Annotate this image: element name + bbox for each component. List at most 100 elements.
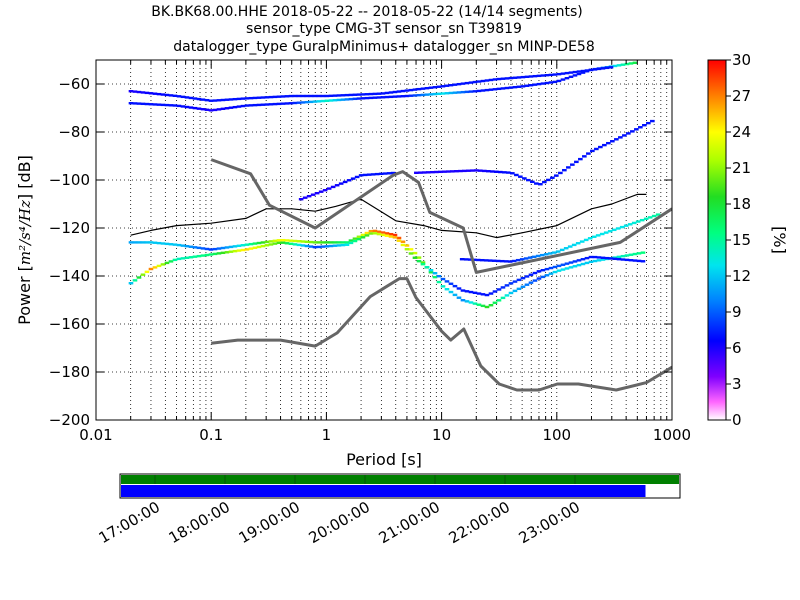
psd-cell <box>352 239 358 243</box>
psd-cell <box>516 76 522 79</box>
psd-cell <box>392 233 398 237</box>
psd-cell <box>272 239 278 243</box>
psd-cell <box>204 98 210 102</box>
psd-cell <box>524 275 530 278</box>
psd-cell <box>416 87 422 91</box>
coverage-data-strip <box>121 485 646 497</box>
psd-cell <box>484 293 490 297</box>
psd-cell <box>483 259 489 262</box>
psd-cell <box>298 198 304 201</box>
psd-cell <box>196 246 202 250</box>
psd-cell <box>454 170 459 173</box>
psd-cell <box>264 96 270 99</box>
psd-cell <box>216 99 222 102</box>
psd-cell <box>514 173 519 177</box>
title-line-3: datalogger_type GuralpMinimus+ datalogge… <box>173 39 594 55</box>
psd-cell <box>542 180 547 184</box>
psd-cell <box>528 84 534 87</box>
psd-cell <box>404 94 410 98</box>
psd-cell <box>572 265 578 268</box>
psd-cell <box>326 187 332 190</box>
psd-cell <box>340 241 346 244</box>
psd-cell <box>320 99 326 103</box>
psd-cell <box>264 103 270 106</box>
y-axis-ticks: −200 −180 −160 −140 −120 −100 −80 −60 <box>49 75 672 429</box>
psd-cell <box>420 262 426 266</box>
psd-cell <box>551 251 557 254</box>
psd-cell <box>164 242 170 246</box>
psd-cell <box>636 259 642 263</box>
psd-cell <box>220 246 226 250</box>
psd-cell <box>460 289 466 292</box>
psd-cell <box>224 98 230 101</box>
psd-cell <box>440 85 446 88</box>
psd-cell <box>152 92 158 95</box>
psd-cell <box>378 172 384 176</box>
psd-cell <box>132 279 138 282</box>
psd-cell <box>268 95 274 99</box>
psd-cell <box>252 242 258 245</box>
psd-cell <box>564 71 570 75</box>
psd-cell <box>220 98 226 102</box>
psd-cell <box>494 170 499 173</box>
psd-cell <box>420 87 426 90</box>
psd-cell <box>492 301 498 304</box>
psd-cell <box>312 94 318 98</box>
psd-cell <box>308 240 314 244</box>
psd-cell <box>460 90 466 94</box>
colorbar: 0 3 6 9 12 15 18 21 24 27 30 [%] <box>707 51 789 429</box>
coverage-time-label: 17:00:00 <box>96 498 163 547</box>
psd-cell <box>510 172 515 175</box>
psd-cell <box>354 175 360 179</box>
psd-cell <box>280 241 286 244</box>
psd-cell <box>370 173 376 176</box>
psd-cell <box>448 84 454 87</box>
psd-cell <box>306 194 312 198</box>
psd-cell <box>288 94 294 98</box>
psd-cell <box>396 236 402 240</box>
psd-cell <box>464 300 470 303</box>
psd-cell <box>508 291 514 295</box>
psd-cell <box>508 76 514 80</box>
psd-cell <box>619 225 625 229</box>
psd-cell <box>442 170 447 173</box>
psd-cell <box>552 265 558 269</box>
psd-cell <box>184 105 190 109</box>
psd-cell <box>574 160 579 164</box>
psd-cell <box>216 252 222 255</box>
psd-cell <box>466 169 471 172</box>
psd-cell <box>490 170 495 173</box>
y-axis-label: Power [m²/s⁴/Hz] [dB] <box>15 155 34 325</box>
psd-cell <box>144 102 150 106</box>
psd-cell <box>344 241 350 244</box>
psd-cell <box>566 166 571 169</box>
psd-cell <box>308 100 314 104</box>
psd-cell <box>408 94 414 97</box>
psd-cell <box>547 252 553 255</box>
psd-cell <box>487 259 493 262</box>
psd-cell <box>360 233 366 237</box>
psd-cell <box>404 248 410 251</box>
psd-cell <box>515 258 521 262</box>
psd-cell <box>580 262 586 266</box>
psd-cell <box>208 99 214 102</box>
psd-cell <box>396 239 402 242</box>
psd-cell <box>472 90 478 93</box>
psd-cell <box>220 107 226 111</box>
chart-title: BK.BK68.00.HHE 2018-05-22 -- 2018-05-22 … <box>151 4 594 55</box>
psd-cell <box>380 92 386 95</box>
y-tick-label: −100 <box>49 171 90 189</box>
psd-cell <box>432 275 438 279</box>
psd-cell <box>276 239 282 242</box>
coverage-time-label: 20:00:00 <box>306 498 373 547</box>
psd-cell <box>348 93 354 97</box>
psd-cell <box>264 240 270 244</box>
psd-cell <box>524 75 530 79</box>
psd-cell <box>444 280 450 283</box>
psd-cell <box>308 94 314 98</box>
psd-cell <box>160 103 166 107</box>
psd-cell <box>519 258 525 261</box>
psd-cell <box>604 256 610 260</box>
psd-cell <box>476 80 482 83</box>
psd-cell <box>614 138 619 141</box>
